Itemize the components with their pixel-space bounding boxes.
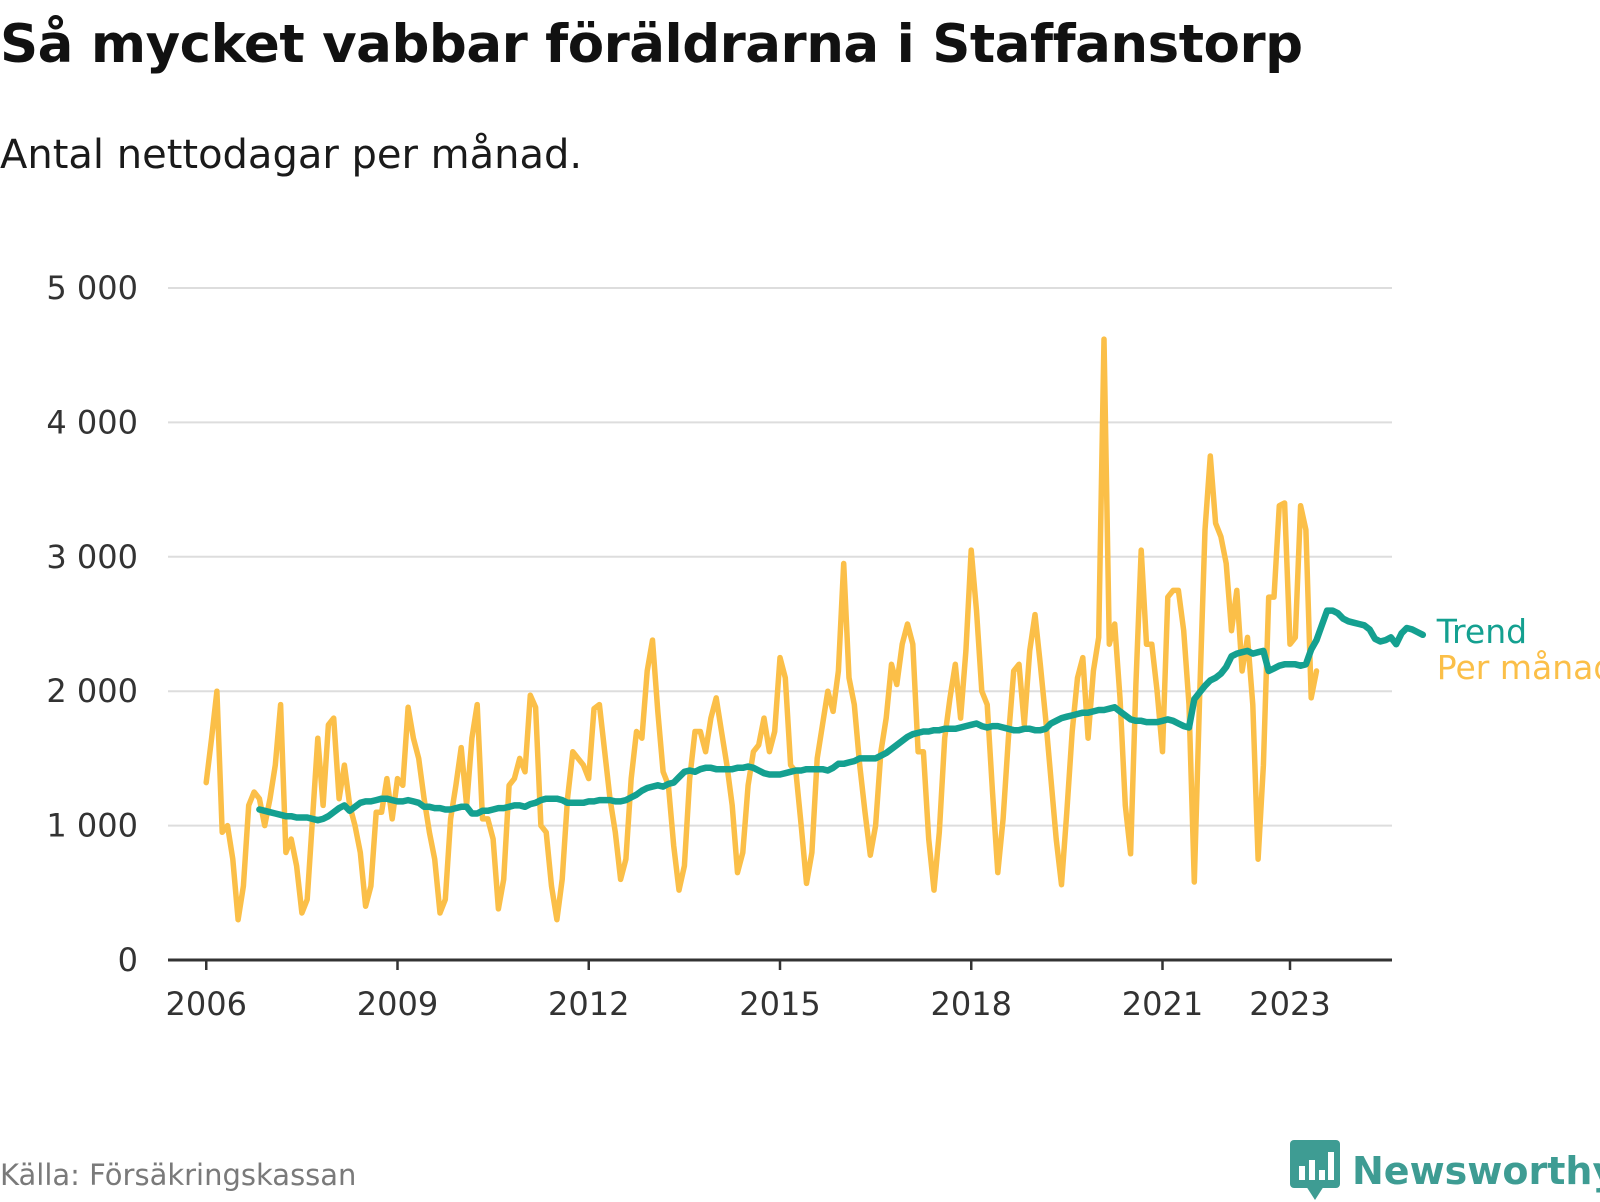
x-tick-label: 2012 — [548, 985, 629, 1023]
x-tick-label: 2009 — [357, 985, 438, 1023]
legend-label-per-manad: Per månad — [1437, 648, 1600, 687]
y-tick-label: 1 000 — [46, 807, 138, 845]
chat-bar-chart-icon — [1290, 1140, 1340, 1200]
x-tick-label: 2023 — [1249, 985, 1330, 1023]
x-axis: 2006 2009 2012 2015 2018 2021 2023 — [166, 958, 1392, 1023]
legend-label-trend: Trend — [1436, 612, 1527, 651]
series-lines — [203, 336, 1427, 923]
x-tick-label: 2006 — [166, 985, 247, 1023]
y-tick-label: 0 — [118, 941, 138, 979]
chart-subtitle: Antal nettodagar per månad. — [0, 132, 583, 178]
brand-name: Newsworthy — [1352, 1149, 1600, 1193]
y-tick-label: 4 000 — [46, 403, 138, 441]
y-axis-tick-labels: 0 1 000 2 000 3 000 4 000 5 000 — [46, 269, 138, 979]
series-line-per-manad — [203, 336, 1320, 923]
y-tick-label: 5 000 — [46, 269, 138, 307]
grid-lines — [168, 287, 1392, 827]
brand-logo: Newsworthy — [1290, 1140, 1600, 1202]
source-note: Källa: Försäkringskassan — [0, 1158, 357, 1192]
y-tick-label: 2 000 — [46, 672, 138, 710]
x-tick-label: 2018 — [931, 985, 1012, 1023]
series-line-trend — [256, 607, 1427, 824]
x-tick-label: 2015 — [739, 985, 820, 1023]
chart-title: Så mycket vabbar föräldrarna i Staffanst… — [0, 14, 1303, 75]
y-tick-label: 3 000 — [46, 538, 138, 576]
x-tick-label: 2021 — [1122, 985, 1203, 1023]
